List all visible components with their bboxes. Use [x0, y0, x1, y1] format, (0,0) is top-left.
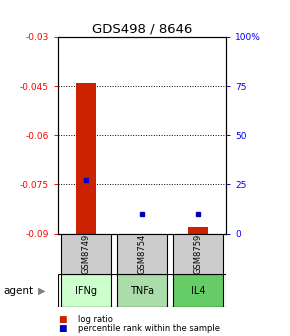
Bar — [117, 274, 167, 307]
Bar — [61, 234, 111, 274]
Bar — [188, 227, 208, 234]
Text: IL4: IL4 — [191, 286, 205, 296]
Bar — [117, 234, 167, 274]
Text: log ratio: log ratio — [78, 316, 113, 324]
Bar — [61, 274, 111, 307]
Bar — [173, 234, 223, 274]
Title: GDS498 / 8646: GDS498 / 8646 — [92, 23, 192, 36]
Text: percentile rank within the sample: percentile rank within the sample — [78, 324, 220, 333]
Text: IFNg: IFNg — [75, 286, 97, 296]
Bar — [173, 274, 223, 307]
Text: GSM8754: GSM8754 — [137, 234, 147, 274]
Text: GSM8759: GSM8759 — [194, 234, 203, 274]
Text: TNFa: TNFa — [130, 286, 154, 296]
Bar — [132, 234, 152, 237]
Text: agent: agent — [3, 286, 33, 296]
Bar — [76, 83, 96, 234]
Text: GSM8749: GSM8749 — [81, 234, 90, 274]
Text: ▶: ▶ — [38, 286, 45, 296]
Text: ■: ■ — [58, 316, 66, 324]
Text: ■: ■ — [58, 324, 66, 333]
